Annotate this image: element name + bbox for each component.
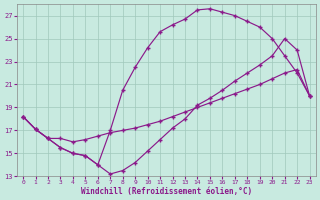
X-axis label: Windchill (Refroidissement éolien,°C): Windchill (Refroidissement éolien,°C) <box>81 187 252 196</box>
